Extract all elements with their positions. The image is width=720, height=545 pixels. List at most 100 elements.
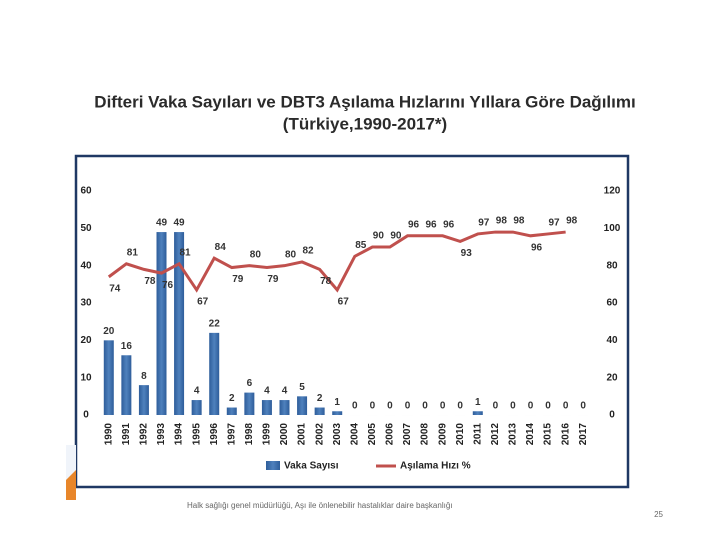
- bar: [280, 400, 290, 415]
- x-tick-label: 2016: [560, 423, 571, 446]
- data-label: 81: [127, 247, 139, 258]
- y-tick-label: 30: [80, 298, 92, 309]
- chart-subtitle: (Türkiye,1990-2017*): [283, 114, 447, 133]
- data-label: 0: [457, 401, 463, 412]
- x-tick-label: 1999: [262, 423, 273, 446]
- data-label: 93: [461, 248, 473, 259]
- data-label: 90: [373, 231, 385, 242]
- x-tick-label: 2013: [508, 423, 519, 446]
- x-tick-label: 2004: [349, 423, 360, 446]
- bar: [332, 411, 342, 415]
- data-label: 96: [426, 219, 438, 230]
- footer: Halk sağlığı genel müdürlüğü, Aşı ile ön…: [187, 501, 452, 510]
- y2-tick-label: 60: [606, 298, 618, 309]
- y2-tick-label: 20: [606, 372, 618, 383]
- x-tick-label: 1992: [139, 423, 150, 446]
- data-label: 2: [229, 393, 235, 404]
- data-label: 4: [264, 386, 270, 397]
- y-tick-label: 20: [80, 335, 92, 346]
- x-tick-label: 2002: [314, 423, 325, 446]
- bar: [244, 393, 254, 415]
- bar: [315, 408, 325, 415]
- data-label: 98: [496, 216, 508, 227]
- data-label: 20: [103, 326, 115, 337]
- bar: [473, 411, 483, 415]
- data-label: 2: [317, 393, 323, 404]
- data-label: 76: [162, 280, 174, 291]
- data-label: 4: [282, 386, 288, 397]
- data-label: 8: [141, 371, 147, 382]
- data-label: 96: [408, 219, 420, 230]
- x-tick-label: 1991: [121, 423, 132, 446]
- bar: [104, 340, 114, 415]
- data-label: 97: [478, 218, 490, 229]
- x-tick-label: 2001: [297, 423, 308, 446]
- bar: [174, 232, 184, 415]
- data-label: 49: [156, 218, 168, 229]
- data-label: 80: [285, 249, 297, 260]
- data-label: 49: [174, 218, 186, 229]
- bar: [139, 385, 149, 415]
- x-tick-label: 1997: [226, 423, 237, 446]
- data-label: 0: [510, 401, 516, 412]
- y2-tick-label: 120: [604, 186, 621, 197]
- legend-label: Aşılama Hızı %: [400, 461, 471, 472]
- legend-swatch: [266, 461, 280, 470]
- data-label: 0: [370, 401, 376, 412]
- bar: [209, 333, 219, 415]
- bar: [262, 400, 272, 415]
- y2-tick-label: 40: [606, 335, 618, 346]
- x-tick-label: 1993: [156, 423, 167, 446]
- data-label: 0: [580, 401, 586, 412]
- data-label: 0: [440, 401, 446, 412]
- data-label: 79: [232, 274, 244, 285]
- x-tick-label: 2007: [402, 423, 413, 446]
- data-label: 0: [528, 401, 534, 412]
- data-label: 0: [352, 401, 358, 412]
- x-tick-label: 2017: [578, 423, 589, 446]
- data-label: 98: [566, 216, 578, 227]
- x-tick-label: 1998: [244, 423, 255, 446]
- x-tick-label: 2014: [525, 423, 536, 446]
- data-label: 1: [475, 397, 481, 408]
- data-label: 81: [180, 247, 192, 258]
- legend-label: Vaka Sayısı: [284, 461, 339, 472]
- y-tick-label: 40: [80, 260, 92, 271]
- y2-tick-label: 80: [606, 260, 618, 271]
- data-label: 96: [443, 219, 455, 230]
- y-tick-label: 60: [80, 186, 92, 197]
- x-tick-label: 2000: [279, 423, 290, 446]
- data-label: 96: [531, 242, 543, 253]
- x-tick-label: 2010: [455, 423, 466, 446]
- data-label: 0: [422, 401, 428, 412]
- data-label: 4: [194, 386, 200, 397]
- data-label: 1: [334, 397, 340, 408]
- data-label: 78: [320, 276, 332, 287]
- data-label: 67: [197, 297, 209, 308]
- chart-title: Difteri Vaka Sayıları ve DBT3 Aşılama Hı…: [94, 92, 635, 111]
- data-label: 82: [303, 246, 315, 257]
- data-label: 16: [121, 341, 133, 352]
- data-label: 80: [250, 249, 262, 260]
- x-tick-label: 2012: [490, 423, 501, 446]
- data-label: 6: [247, 378, 253, 389]
- x-tick-label: 1990: [103, 423, 114, 446]
- data-label: 85: [355, 240, 367, 251]
- data-label: 97: [549, 218, 561, 229]
- x-tick-label: 2015: [543, 423, 554, 446]
- x-tick-label: 2003: [332, 423, 343, 446]
- data-label: 74: [109, 284, 121, 295]
- y-tick-label: 0: [83, 410, 89, 421]
- data-label: 0: [387, 401, 393, 412]
- bar: [297, 396, 307, 415]
- y-tick-label: 50: [80, 223, 92, 234]
- x-tick-label: 1996: [209, 423, 220, 446]
- x-tick-label: 1994: [174, 423, 185, 446]
- data-label: 98: [513, 216, 525, 227]
- y-tick-label: 10: [80, 372, 92, 383]
- bar: [121, 355, 131, 415]
- x-tick-label: 1995: [191, 423, 202, 446]
- page-number: 25: [654, 510, 663, 519]
